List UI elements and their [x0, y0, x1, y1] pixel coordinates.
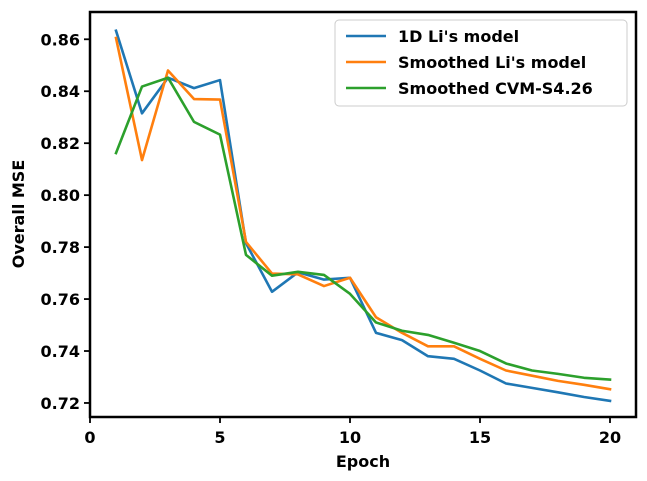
series-line-3: [114, 76, 612, 381]
series-line-1: [114, 29, 612, 403]
legend-box: [334, 19, 628, 107]
y-tick-label: 0.82: [41, 134, 80, 153]
legend-label: Smoothed CVM-S4.26: [398, 79, 593, 98]
y-axis-label: Overall MSE: [9, 160, 28, 268]
x-tick-label: 15: [469, 428, 491, 447]
x-tick-label: 5: [214, 428, 225, 447]
y-tick-label: 0.76: [41, 290, 80, 309]
legend-label: Smoothed Li's model: [398, 53, 586, 72]
x-tick-label: 10: [339, 428, 361, 447]
y-tick-label: 0.78: [41, 238, 80, 257]
axis-ticks: 0 5 10 15 20 0.72 0.74 0.76 0.78 0.80 0.82 0.84 0.86: [41, 30, 622, 447]
legend-label: 1D Li's model: [398, 27, 519, 46]
series-line-2: [114, 36, 612, 391]
plot-lines: [114, 29, 612, 403]
legend: 1D Li's model Smoothed Li's model Smoothed…: [334, 19, 628, 107]
y-tick-label: 0.72: [41, 394, 80, 413]
x-tick-label: 20: [599, 428, 621, 447]
x-tick-label: 0: [84, 428, 95, 447]
y-tick-label: 0.80: [41, 186, 80, 205]
y-tick-label: 0.74: [41, 342, 80, 361]
plot-frame: [88, 10, 638, 419]
y-tick-label: 0.84: [41, 82, 80, 101]
x-axis-label: Epoch: [336, 452, 390, 471]
y-tick-label: 0.86: [41, 30, 80, 49]
